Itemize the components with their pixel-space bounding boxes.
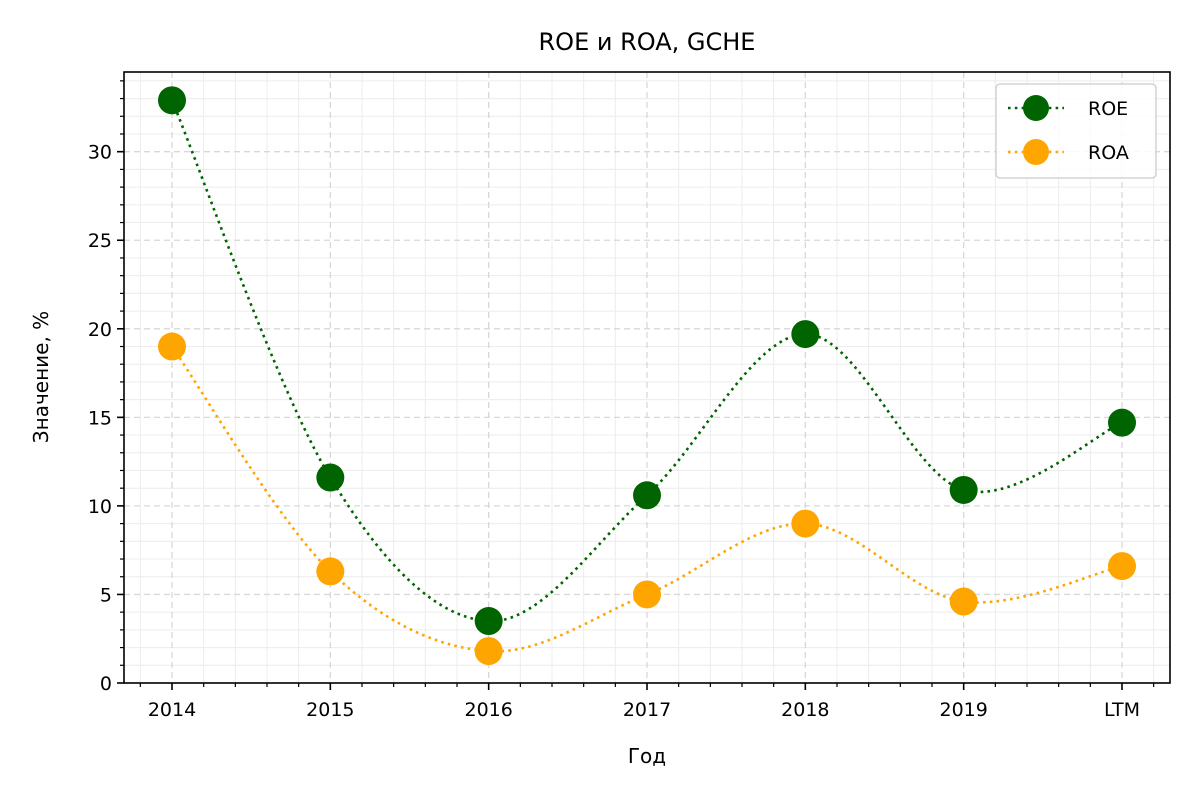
roe-point — [949, 475, 978, 504]
roe-point — [316, 463, 345, 492]
x-tick-label: 2016 — [464, 699, 512, 721]
x-tick-label: 2015 — [306, 699, 354, 721]
legend-box — [995, 83, 1157, 179]
roa-legend-marker — [1023, 139, 1049, 165]
y-tick-label: 10 — [88, 496, 112, 518]
legend: ROE ROA — [995, 83, 1157, 179]
y-tick-label: 15 — [88, 407, 112, 429]
roe-legend-marker — [1023, 95, 1049, 121]
roe-legend-label: ROE — [1088, 98, 1128, 120]
y-axis-label: Значение, % — [29, 311, 53, 443]
roe-point — [633, 481, 661, 510]
roa-legend-label: ROA — [1088, 142, 1129, 164]
roe-line — [170, 99, 1123, 623]
roe-point — [1108, 408, 1136, 437]
roe-point — [474, 607, 503, 636]
x-tick-label: 2014 — [148, 699, 196, 721]
roa-point — [316, 557, 345, 586]
roe-point — [158, 86, 186, 115]
roa-point — [474, 637, 503, 666]
x-tick-label: 2017 — [623, 699, 671, 721]
x-tick-label: 2018 — [781, 699, 829, 721]
series-layer — [158, 86, 1136, 666]
roe-point — [791, 320, 820, 349]
y-tick-label: 20 — [88, 319, 112, 341]
x-tick-label: 2019 — [939, 699, 987, 721]
roa-point — [791, 509, 820, 538]
y-axis: 0 5 10 15 20 25 30 — [88, 80, 124, 695]
roa-point — [158, 332, 186, 361]
y-tick-label: 25 — [88, 230, 112, 252]
y-tick-label: 30 — [88, 142, 112, 164]
roa-point — [1108, 552, 1136, 581]
y-tick-label: 0 — [100, 673, 112, 695]
roa-point — [633, 580, 661, 609]
x-axis-label: Год — [628, 744, 666, 768]
roa-point — [949, 587, 978, 616]
y-tick-label: 5 — [100, 584, 112, 606]
x-tick-label: LTM — [1104, 699, 1140, 721]
x-axis: 2014 2015 2016 2017 2018 2019 LTM — [139, 683, 1155, 721]
chart-title: ROE и ROA, GCHE — [539, 28, 756, 56]
